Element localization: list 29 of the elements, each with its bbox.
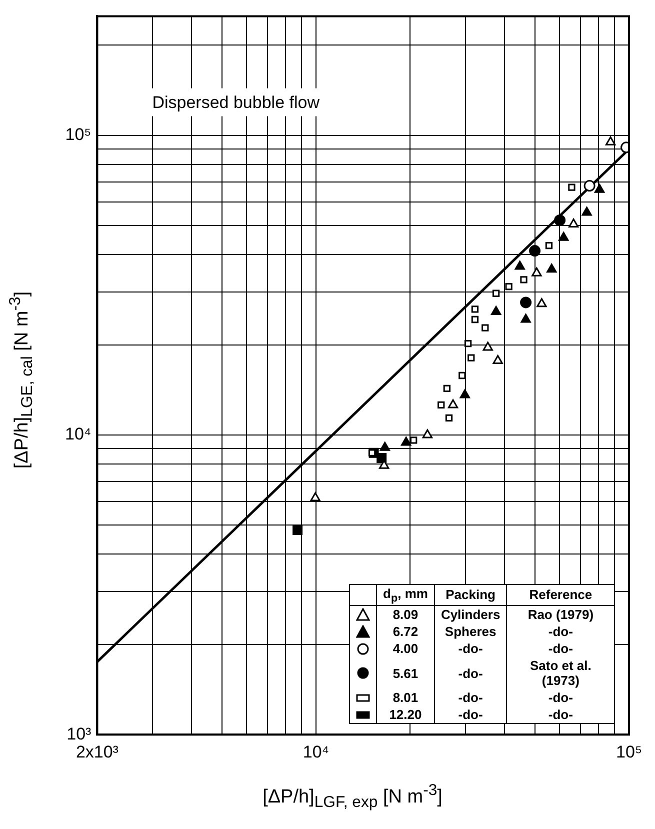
legend-label: 12.20 [376, 706, 434, 724]
annotation: -do- [506, 623, 615, 640]
annotation: Spheres [434, 623, 507, 640]
annotation: Reference [506, 584, 615, 606]
annotation: -do- [434, 657, 507, 690]
y-tick-label: 10⁵ [65, 125, 92, 144]
x-axis-title: [ΔP/h]$_{LGF, exp}$ [N m$^{-3}$] [262, 782, 444, 812]
y-tick-label: 10⁴ [64, 424, 92, 444]
annotation: -do- [434, 706, 507, 724]
annotation: Packing [434, 584, 507, 606]
annotation: -do- [434, 640, 507, 658]
x-tick-label: 2x10³ [76, 742, 119, 762]
text: Dispersed bubble flow [152, 93, 320, 112]
x-tick-label: 10⁴ [302, 742, 330, 762]
x-tick-label: 10⁵ [616, 742, 642, 762]
annotation: -do- [434, 689, 507, 706]
annotation: Rao (1979) [506, 606, 615, 624]
annotation: Sato et al. (1973) [506, 657, 615, 690]
legend-label: 8.09 [376, 606, 434, 624]
annotation: -do- [506, 689, 615, 706]
legend-label: 4.00 [376, 640, 434, 658]
annotation: -do- [506, 640, 615, 658]
legend-label: 8.01 [376, 689, 434, 706]
annotation: d$_{p}$, mm [376, 584, 434, 606]
y-tick-label: 10³ [66, 724, 92, 744]
legend-label: 5.61 [376, 657, 434, 690]
annotation: -do- [506, 706, 615, 724]
legend-label: 6.72 [376, 623, 434, 640]
annotation: Cylinders [434, 606, 507, 624]
